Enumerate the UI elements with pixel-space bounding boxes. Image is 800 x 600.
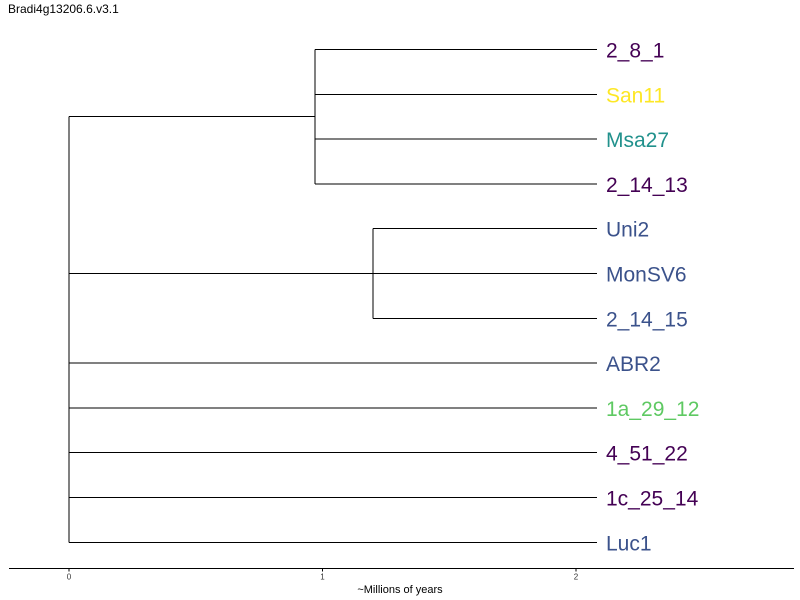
- leaf-label: ABR2: [606, 353, 661, 376]
- x-axis-label: ~Millions of years: [357, 584, 443, 596]
- leaf-label: San11: [606, 84, 665, 107]
- x-axis-tick-label: 2: [574, 573, 579, 582]
- leaf-label: Msa27: [606, 129, 669, 152]
- tree-title: Bradi4g13206.6.v3.1: [8, 2, 119, 16]
- leaf-label: 1a_29_12: [606, 398, 699, 421]
- x-axis-tick-label: 1: [320, 573, 325, 582]
- leaf-label: 2_14_13: [606, 174, 688, 197]
- leaf-label: Uni2: [606, 219, 649, 242]
- leaf-label: 2_8_1: [606, 40, 664, 63]
- leaf-label: MonSV6: [606, 264, 687, 287]
- leaf-label: 2_14_15: [606, 308, 688, 331]
- leaf-label: 1c_25_14: [606, 488, 699, 511]
- x-axis-tick-label: 0: [67, 573, 72, 582]
- leaf-label: 4_51_22: [606, 443, 688, 466]
- leaf-label: Luc1: [606, 532, 652, 555]
